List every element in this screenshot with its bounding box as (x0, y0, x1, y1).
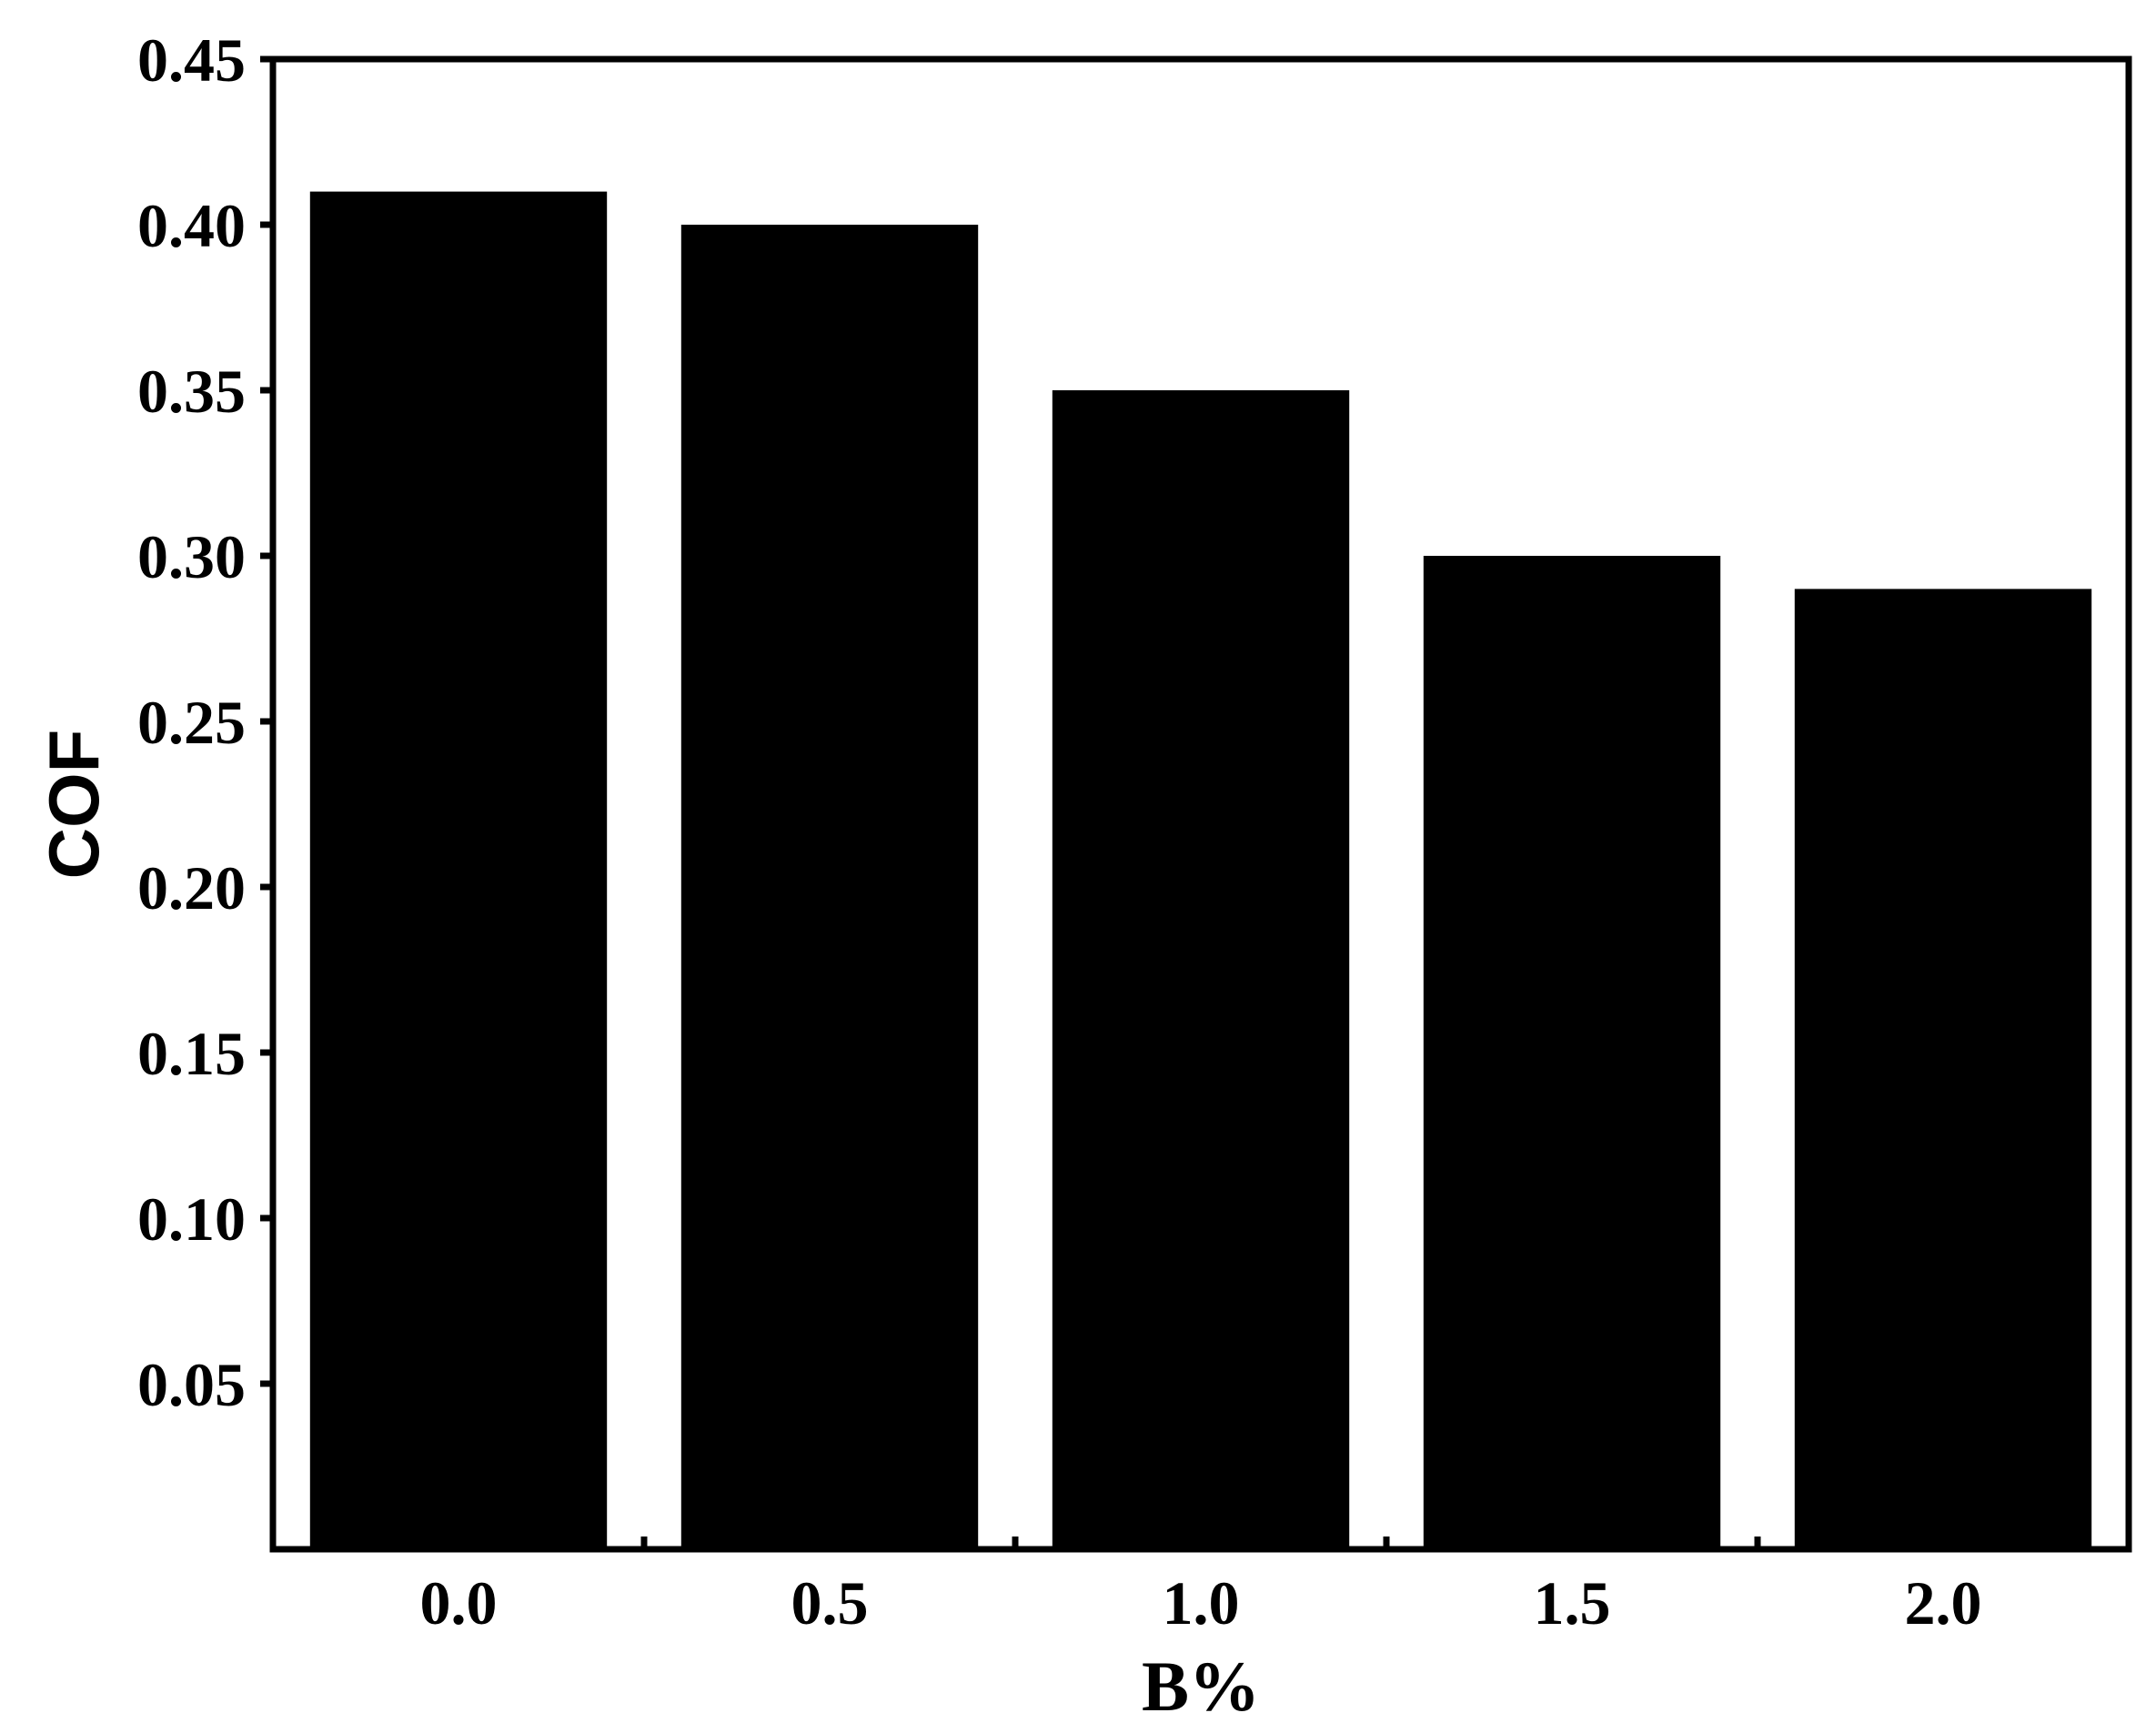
x-axis-title: B% (1142, 1647, 1260, 1723)
bar-0.5 (680, 225, 979, 1549)
y-tick-label: 0.25 (137, 688, 246, 757)
y-tick-label: 0.15 (137, 1019, 246, 1088)
y-tick-label: 0.30 (137, 522, 246, 591)
y-tick-label: 0.45 (137, 25, 246, 95)
x-tick-label: 0.5 (791, 1568, 869, 1637)
plot-frame (269, 55, 2132, 1553)
x-tick-label: 1.5 (1534, 1568, 1611, 1637)
bar-1.5 (1423, 556, 1721, 1549)
y-tick-label: 0.35 (137, 357, 246, 426)
y-tick-label: 0.20 (137, 853, 246, 922)
x-axis-ticks: 0.0 0.5 1.0 1.5 2.0 (420, 1537, 1982, 1637)
x-tick-label: 2.0 (1905, 1568, 1982, 1637)
y-axis-ticks: 0.05 0.10 0.15 0.20 0.25 0.30 0.35 0.40 0.45 (137, 25, 273, 1419)
bar-1.0 (1052, 390, 1350, 1549)
y-tick-label: 0.05 (137, 1350, 246, 1419)
x-tick-label: 0.0 (420, 1568, 498, 1637)
x-tick-label: 1.0 (1163, 1568, 1240, 1637)
bars-group (309, 191, 2092, 1550)
y-tick-label: 0.10 (137, 1184, 246, 1254)
bar-2.0 (1794, 589, 2092, 1549)
bar-0.0 (309, 191, 608, 1550)
y-tick-label: 0.40 (137, 191, 246, 260)
y-axis-title: COF (34, 730, 114, 880)
